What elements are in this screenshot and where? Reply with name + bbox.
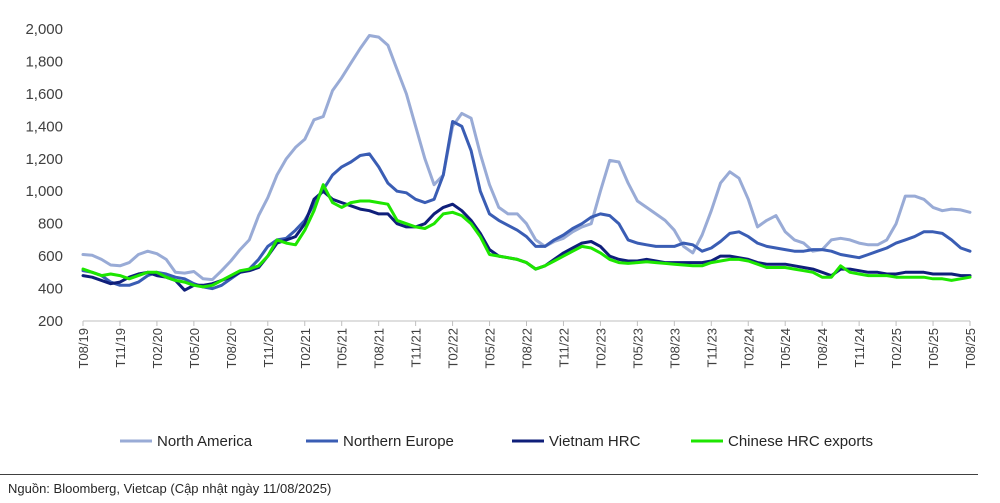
- x-tick-label: T02/25: [889, 328, 904, 368]
- x-tick-label: T11/19: [113, 328, 128, 368]
- x-tick-label: T11/21: [409, 328, 424, 368]
- y-tick-label: 1,400: [25, 118, 63, 135]
- legend-label: Vietnam HRC: [549, 433, 641, 450]
- x-tick-label: T05/24: [778, 328, 793, 368]
- x-tick-label: T05/20: [187, 328, 202, 368]
- source-note: Nguồn: Bloomberg, Vietcap (Cập nhật ngày…: [8, 481, 332, 496]
- x-tick-label: T08/19: [76, 328, 91, 368]
- x-tick-label: T11/24: [852, 328, 867, 368]
- y-tick-label: 1,600: [25, 86, 63, 103]
- x-tick-label: T02/22: [446, 328, 461, 368]
- x-tick-label: T08/25: [963, 328, 978, 368]
- y-tick-label: 1,800: [25, 53, 63, 70]
- series-line-north-america: [81, 34, 972, 282]
- legend-label: North America: [157, 433, 253, 450]
- legend-label: Chinese HRC exports: [728, 433, 873, 450]
- x-tick-label: T05/23: [630, 328, 645, 368]
- x-tick-label: T08/21: [372, 328, 387, 368]
- x-tick-label: T05/25: [926, 328, 941, 368]
- x-tick-label: T02/23: [593, 328, 608, 368]
- y-tick-label: 600: [38, 248, 63, 265]
- y-tick-label: 200: [38, 313, 63, 330]
- legend-label: Northern Europe: [343, 433, 454, 450]
- series-line-chinese-hrc-exports: [81, 183, 972, 289]
- y-tick-label: 1,000: [25, 183, 63, 200]
- legend: North America Northern Europe Vietnam HRC C…: [120, 433, 873, 450]
- x-tick-label: T05/22: [483, 328, 498, 368]
- y-tick-label: 2,000: [25, 21, 63, 38]
- x-tick-label: T08/20: [224, 328, 239, 368]
- y-axis: 2,000 1,800 1,600 1,400 1,200 1,000 800 600 400 2…: [25, 21, 63, 330]
- x-tick-label: T11/20: [261, 328, 276, 368]
- x-axis: T08/19 T11/19 T02/20 T05/20 T08/20 T11/20 T02/…: [76, 320, 978, 368]
- x-tick-label: T08/22: [520, 328, 535, 368]
- x-tick-label: T11/22: [556, 328, 571, 368]
- y-tick-label: 1,200: [25, 151, 63, 168]
- x-tick-label: T02/21: [298, 328, 313, 368]
- x-tick-label: T11/23: [704, 328, 719, 368]
- source-divider: [0, 474, 978, 475]
- series-lines: [81, 34, 972, 292]
- x-tick-label: T05/21: [335, 328, 350, 368]
- x-tick-label: T02/24: [741, 328, 756, 368]
- y-tick-label: 400: [38, 281, 63, 298]
- x-tick-label: T08/24: [815, 328, 830, 368]
- x-tick-label: T08/23: [667, 328, 682, 368]
- y-tick-label: 800: [38, 216, 63, 233]
- series-line-northern-europe: [81, 120, 972, 291]
- x-tick-label: T02/20: [150, 328, 165, 368]
